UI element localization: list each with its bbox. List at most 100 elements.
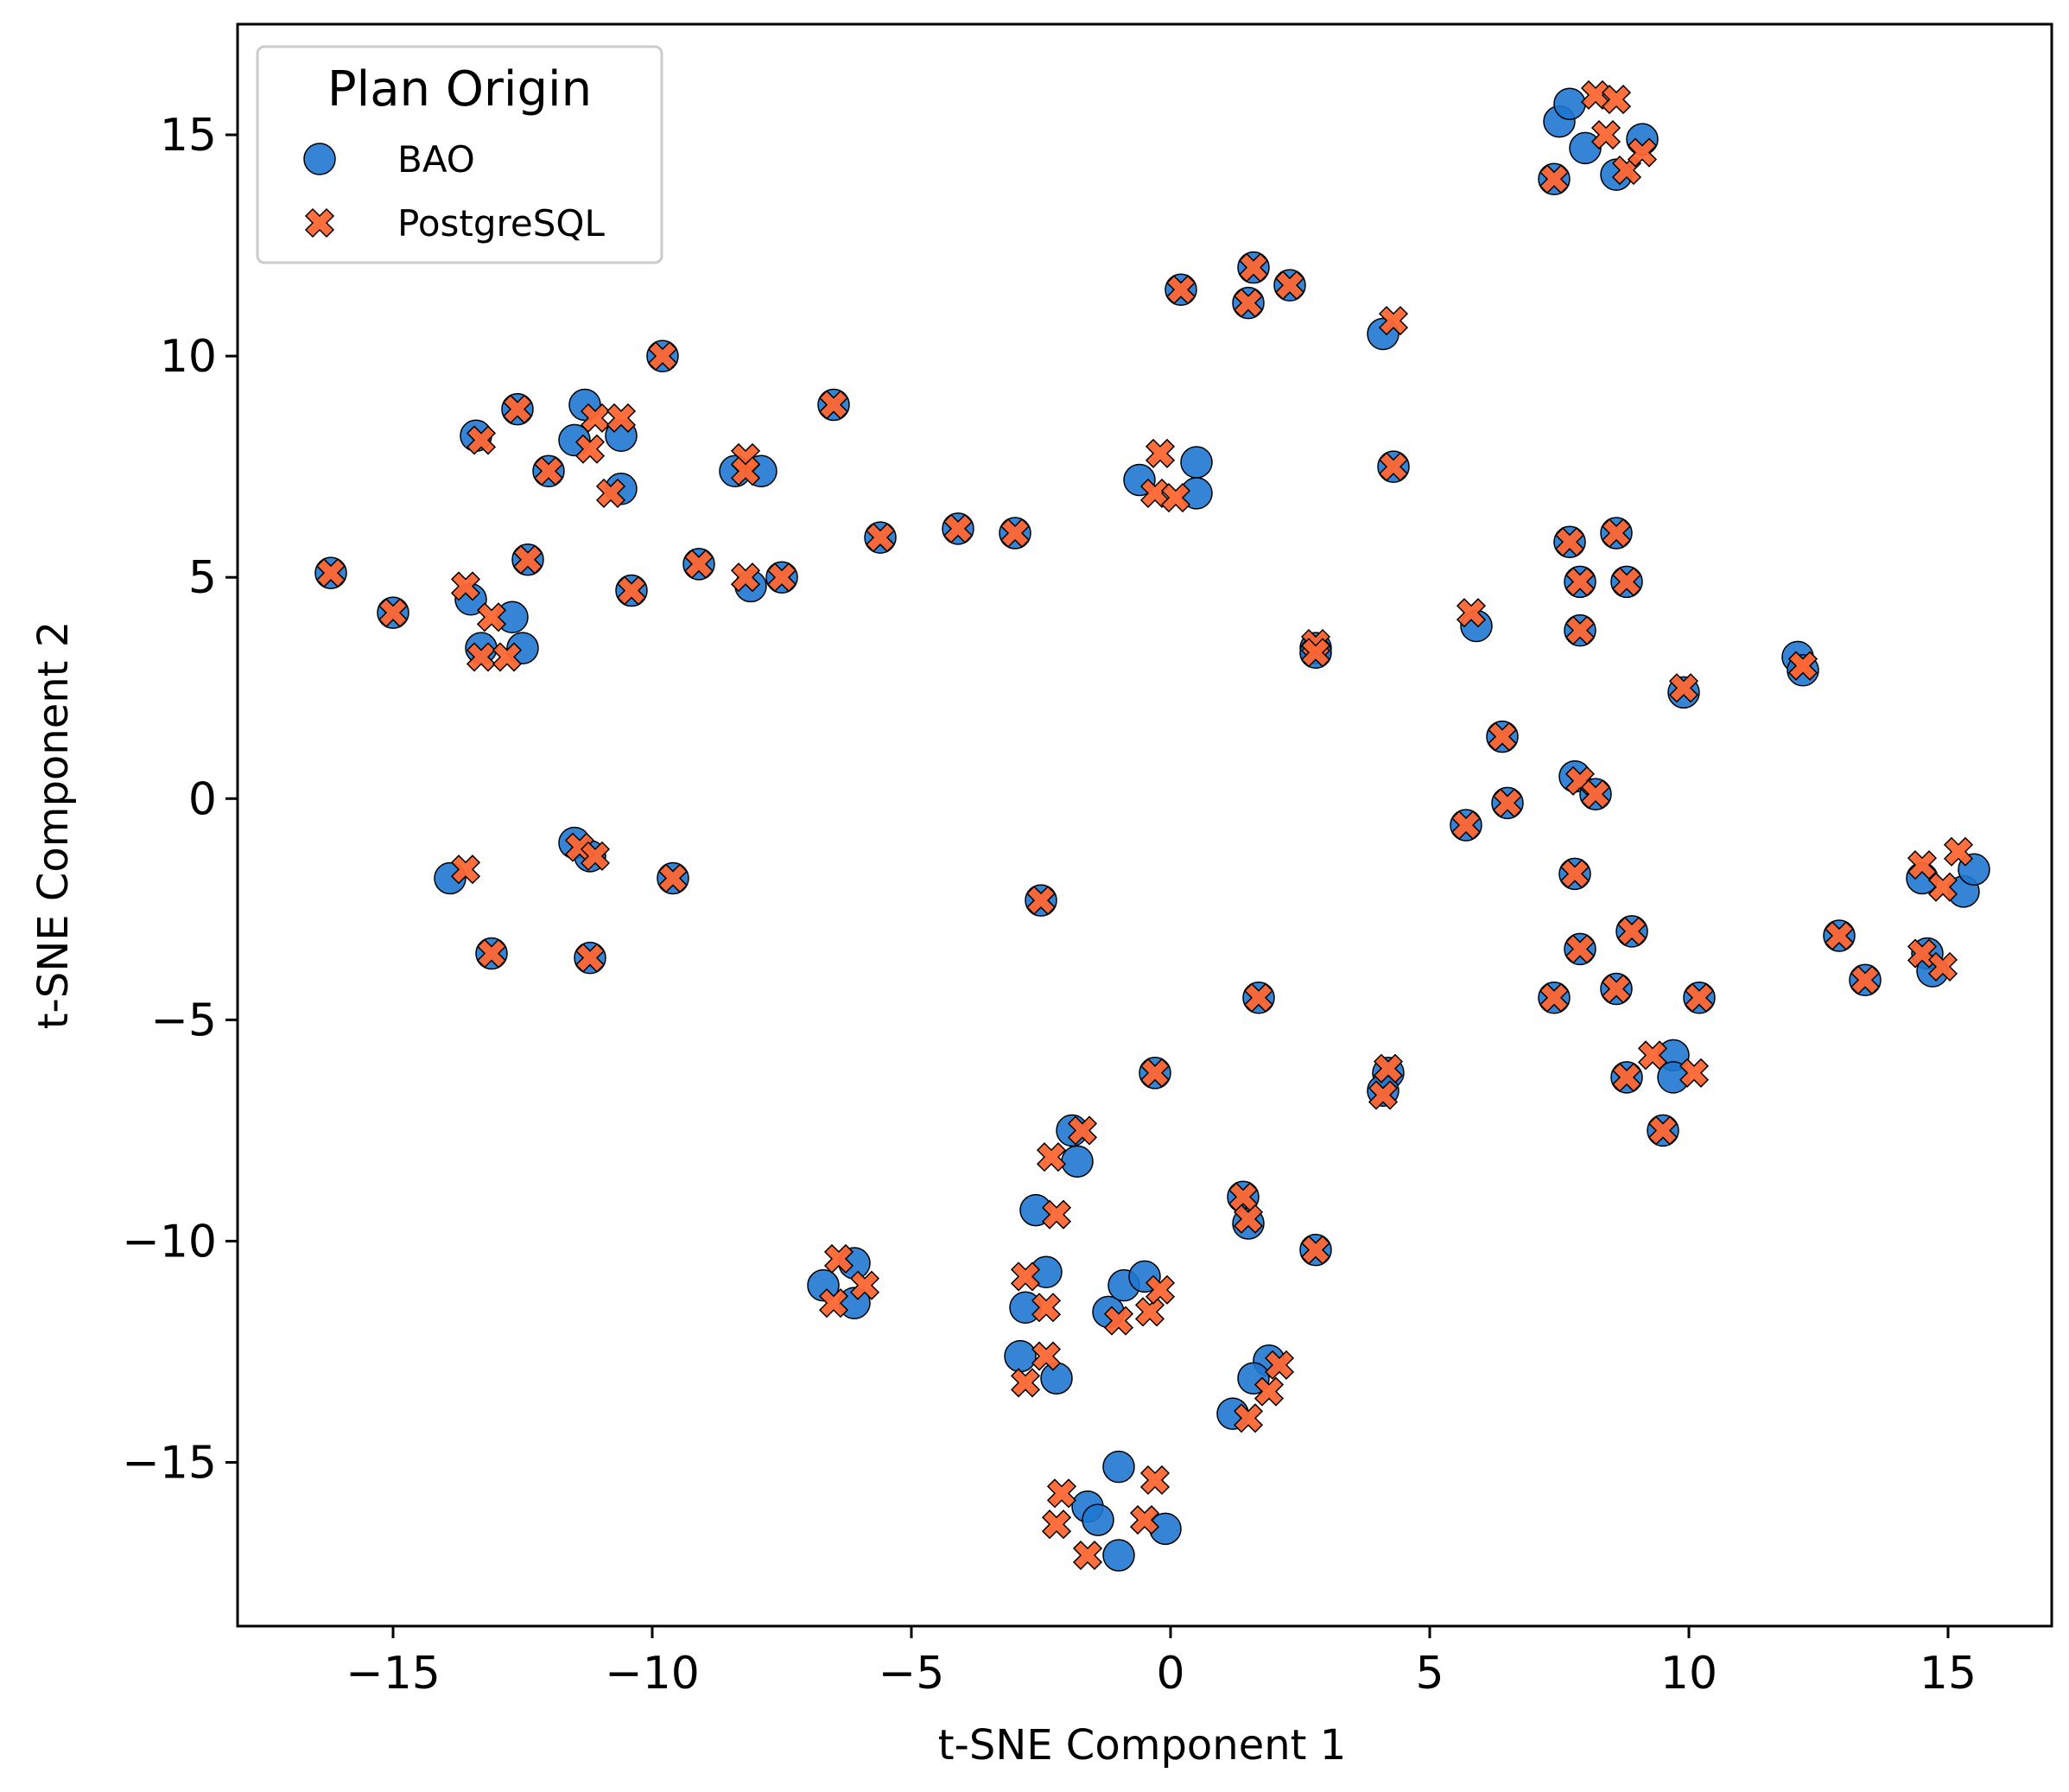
postgresql-point [683, 549, 714, 579]
y-tick-label: 0 [188, 773, 217, 825]
postgresql-point [1025, 886, 1057, 916]
postgresql-point [1554, 527, 1585, 557]
postgresql-point [1616, 916, 1647, 946]
postgresql-point [476, 602, 507, 632]
x-axis: −15 −10 −5 0 5 10 15 [346, 1626, 1977, 1700]
postgresql-point [1378, 452, 1409, 482]
postgresql-point [1378, 306, 1409, 336]
legend-title: Plan Origin [327, 61, 592, 118]
bao-point [1553, 87, 1586, 120]
postgresql-point [1943, 836, 1974, 867]
postgresql-point [730, 562, 761, 593]
postgresql-point [1492, 788, 1523, 818]
x-tick-label: −5 [879, 1648, 945, 1700]
y-axis-title: t-SNE Component 2 [29, 621, 78, 1030]
postgresql-points [315, 79, 1974, 1571]
legend-bao-label: BAO [397, 138, 475, 181]
postgresql-point [865, 523, 896, 553]
plot-area-frame [236, 22, 2053, 1628]
postgresql-point [1031, 1293, 1062, 1323]
postgresql-point [1627, 137, 1658, 168]
postgresql-point [1580, 779, 1611, 810]
bao-point [1180, 446, 1213, 479]
postgresql-point [1927, 951, 1958, 982]
legend-bao-marker [303, 143, 336, 175]
postgresql-point [1264, 1350, 1295, 1380]
postgresql-point [1243, 982, 1274, 1013]
postgresql-point [1233, 1403, 1264, 1433]
postgresql-point [1564, 934, 1596, 964]
postgresql-point [1564, 615, 1596, 645]
postgresql-point [1850, 965, 1881, 995]
x-tick-label: 10 [1660, 1648, 1717, 1700]
postgresql-point [1139, 1465, 1171, 1496]
postgresql-point [580, 403, 611, 433]
postgresql-point [476, 938, 507, 969]
x-tick-label: 0 [1156, 1648, 1184, 1700]
postgresql-point [1072, 1540, 1103, 1571]
postgresql-point [1590, 119, 1622, 150]
postgresql-point [492, 642, 523, 672]
postgresql-point [595, 478, 626, 508]
postgresql-point [466, 425, 497, 455]
postgresql-point [1233, 288, 1264, 318]
postgresql-point [1927, 872, 1958, 902]
postgresql-point [574, 943, 606, 973]
postgresql-point [512, 544, 543, 575]
postgresql-point [1450, 810, 1482, 841]
postgresql-point [1679, 1058, 1710, 1088]
postgresql-point [1139, 1058, 1171, 1088]
postgresql-point [849, 1270, 880, 1300]
legend: Plan Origin BAO PostgreSQL [256, 45, 663, 264]
legend-postgresql-marker [304, 207, 335, 238]
y-axis: −15 −10 −5 0 5 10 15 [122, 110, 238, 1490]
postgresql-point [1238, 252, 1269, 283]
postgresql-point [1611, 1062, 1642, 1092]
postgresql-point [1373, 1053, 1404, 1083]
x-axis-title: t-SNE Component 1 [938, 1721, 1347, 1770]
legend-postgresql-label: PostgreSQL [397, 202, 605, 245]
postgresql-point [378, 598, 409, 628]
postgresql-point [1233, 1204, 1264, 1234]
postgresql-point [1487, 721, 1518, 752]
legend-box [256, 45, 663, 264]
postgresql-point [823, 1243, 854, 1274]
postgresql-point [1456, 598, 1487, 628]
postgresql-point [1300, 1235, 1331, 1265]
postgresql-point [818, 1288, 849, 1319]
postgresql-point [502, 394, 533, 424]
postgresql-point [1559, 859, 1590, 889]
postgresql-point [1787, 651, 1818, 681]
postgresql-point [1041, 1509, 1072, 1540]
postgresql-point [1668, 673, 1699, 703]
postgresql-point [315, 558, 346, 588]
y-tick-label: −5 [150, 994, 217, 1046]
postgresql-point [1637, 1040, 1668, 1071]
postgresql-point [1031, 1341, 1062, 1371]
postgresql-point [1824, 920, 1855, 951]
postgresql-point [1103, 1306, 1134, 1336]
bao-point [1004, 1339, 1037, 1373]
postgresql-point [1611, 567, 1642, 597]
postgresql-point [1036, 1142, 1067, 1172]
postgresql-point [657, 863, 689, 893]
postgresql-point [1041, 1199, 1072, 1230]
postgresql-point [1564, 567, 1596, 597]
bao-point [1102, 1539, 1135, 1572]
x-tick-label: 15 [1920, 1648, 1977, 1700]
postgresql-point [1129, 1505, 1160, 1535]
y-tick-label: 10 [160, 331, 217, 383]
postgresql-point [1601, 974, 1632, 1004]
bao-point [1102, 1450, 1135, 1484]
x-tick-label: −15 [346, 1648, 441, 1700]
postgresql-point [1539, 982, 1570, 1013]
postgresql-point [1368, 1080, 1399, 1110]
postgresql-point [616, 575, 647, 606]
postgresql-point [1253, 1376, 1285, 1407]
postgresql-point [1601, 85, 1632, 115]
postgresql-point [533, 456, 564, 486]
postgresql-point [450, 855, 481, 885]
postgresql-point [1000, 518, 1031, 549]
postgresql-point [1145, 1274, 1176, 1305]
